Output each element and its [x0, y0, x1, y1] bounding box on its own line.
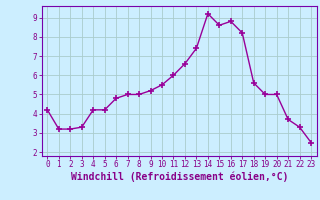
X-axis label: Windchill (Refroidissement éolien,°C): Windchill (Refroidissement éolien,°C) — [70, 172, 288, 182]
